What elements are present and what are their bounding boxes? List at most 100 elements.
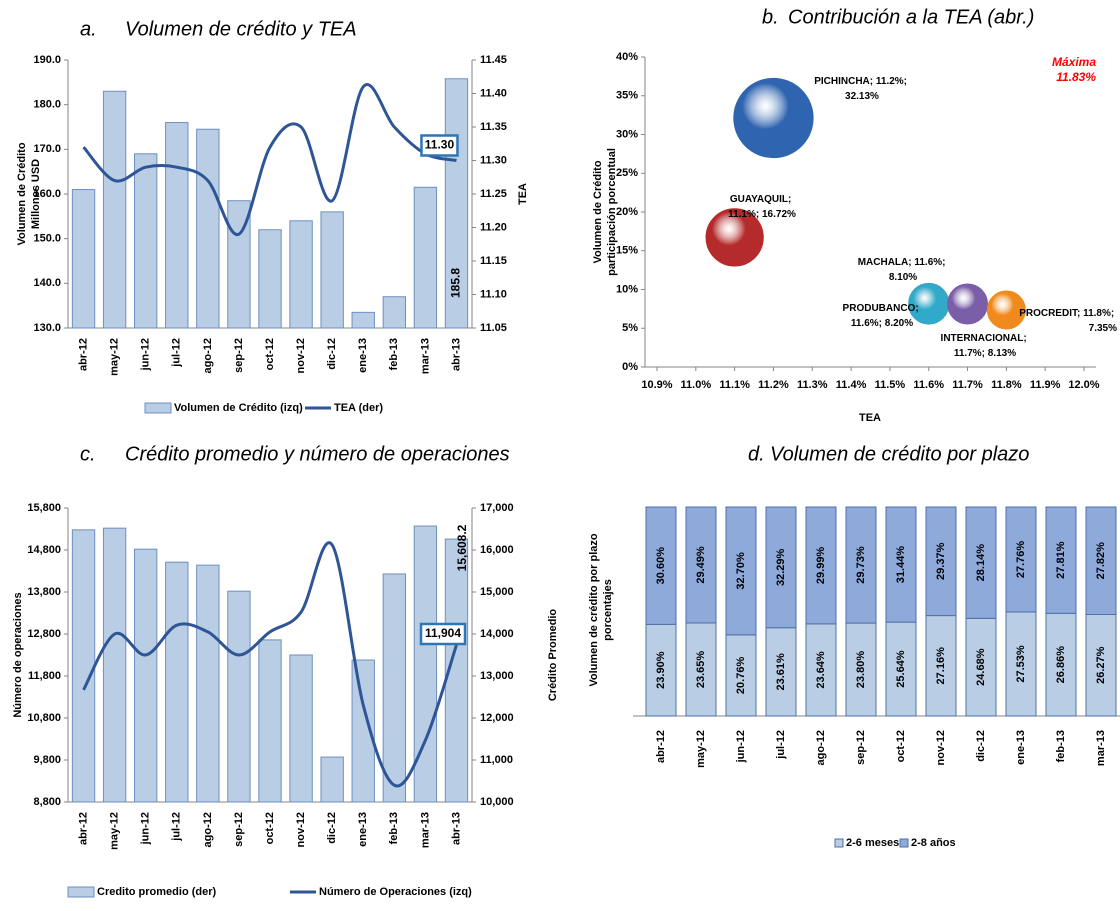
x-tick-label: sep-12 (855, 730, 867, 765)
bubble (947, 283, 989, 325)
x-tick-label: dic-12 (326, 812, 338, 844)
bar-segment (805, 506, 837, 625)
bar (134, 153, 158, 329)
y-tick-label: 14,800 (27, 544, 61, 556)
x-tick-label: 11.2% (758, 379, 789, 391)
value-label: 28.14% (975, 544, 987, 582)
line (82, 83, 457, 236)
x-tick-label: may-12 (695, 730, 707, 768)
y-axis-title: participación porcentual (606, 148, 618, 276)
value-label: 26.27% (1095, 646, 1107, 684)
bar (382, 573, 406, 803)
x-tick-label: nov-12 (935, 730, 947, 765)
y-tick-label: 160.0 (33, 188, 61, 200)
x-tick-label: abr-13 (450, 812, 462, 845)
value-label: 27.76% (1015, 541, 1027, 579)
legend-label: Volumen de Crédito (izq) (174, 402, 303, 414)
y2-tick-label: 11.30 (480, 154, 507, 166)
y-tick-label: 5% (622, 322, 638, 334)
y2-tick-label: 11.40 (480, 87, 507, 99)
x-tick-label: oct-12 (264, 812, 276, 844)
value-label: 29.99% (815, 547, 827, 585)
chart-title: Volumen de crédito y TEA (125, 18, 357, 40)
bar-segment (1005, 506, 1037, 613)
y-tick-label: 30% (616, 128, 638, 140)
bubble-label: PRODUBANCO; 11.6%; 8.20% (843, 303, 922, 329)
x-tick-label: jul-12 (775, 730, 787, 760)
bubble (705, 208, 764, 267)
y-tick-label: 150.0 (33, 233, 61, 245)
annotation: 15,608.2 (455, 524, 469, 571)
y2-tick-label: 11.10 (480, 288, 507, 300)
bar (289, 220, 313, 329)
x-tick-label: jun-12 (735, 730, 747, 763)
bar (351, 311, 375, 329)
bar-segment (885, 506, 917, 623)
value-label: 31.44% (895, 546, 907, 584)
legend-label: 2-8 años (911, 837, 956, 849)
value-label: 23.61% (775, 653, 787, 691)
y2-tick-label: 11.45 (480, 54, 507, 66)
bar-segment (925, 615, 957, 717)
value-label-box (420, 134, 459, 157)
y2-tick-label: 11.15 (480, 255, 507, 267)
y2-tick-label: 15,000 (480, 586, 514, 598)
x-tick-label: abr-12 (77, 338, 89, 371)
x-tick-label: 10.9% (641, 379, 672, 391)
x-tick-label: mar-13 (419, 338, 431, 374)
y-tick-label: 8,800 (33, 796, 61, 808)
y-tick-label: 10% (616, 283, 638, 295)
bar-segment (765, 627, 797, 717)
bar (102, 90, 127, 329)
y2-axis-title: TEA (517, 183, 529, 205)
legend-label: Número de Operaciones (izq) (319, 886, 472, 898)
legend-swatch (67, 886, 95, 898)
y2-tick-label: 11.05 (480, 322, 507, 334)
x-tick-label: sep-12 (233, 338, 245, 373)
y-axis-title: Millones USD (30, 159, 42, 229)
x-tick-label: ago-12 (202, 812, 214, 847)
bubble-label: MACHALA; 11.6%; 8.10% (858, 257, 949, 283)
bar (71, 529, 96, 803)
bar (382, 296, 406, 329)
bubble-label: GUAYAQUIL; 11.1%; 16.72% (728, 194, 796, 220)
bar-segment (765, 506, 797, 629)
value-label: 30.60% (655, 547, 667, 585)
y-tick-label: 9,800 (33, 754, 61, 766)
bar-segment (725, 506, 757, 636)
bar (196, 128, 220, 329)
bar-segment (1045, 612, 1077, 717)
bar-segment (845, 506, 877, 624)
value-label: 23.80% (855, 651, 867, 689)
x-tick-label: feb-13 (1055, 730, 1067, 762)
value-label: 23.64% (815, 651, 827, 689)
chart-title: Volumen de crédito por plazo (770, 443, 1029, 465)
bubble (986, 290, 1026, 330)
y-axis-title: Volumen de Crédito (592, 160, 604, 263)
bubble-label: PROCREDIT; 11.8%; 7.35% (1019, 308, 1117, 334)
x-tick-label: 11.9% (1030, 379, 1061, 391)
y-tick-label: 11,800 (28, 670, 61, 682)
x-tick-label: abr-12 (77, 812, 89, 845)
x-tick-label: ene-13 (357, 812, 369, 847)
chart-label: d. (748, 443, 765, 465)
y-tick-label: 12,800 (27, 628, 61, 640)
value-label: 29.73% (855, 546, 867, 584)
legend-swatch (144, 402, 172, 414)
bar (351, 659, 375, 803)
x-tick-label: jul-12 (171, 812, 183, 842)
bar-segment (1045, 506, 1077, 614)
x-tick-label: ene-13 (357, 338, 369, 373)
y-axis-title: Volumen de Crédito (16, 142, 28, 245)
value-label: 32.29% (775, 548, 787, 586)
y-tick-label: 10,800 (27, 712, 61, 724)
bar (444, 538, 469, 803)
legend-label: Credito promedio (der) (97, 886, 217, 898)
x-tick-label: oct-12 (895, 730, 907, 762)
value-label: 27.53% (1015, 645, 1027, 683)
chart-label: b. (762, 6, 779, 28)
y-tick-label: 190.0 (33, 54, 61, 66)
y-tick-label: 15,800 (27, 502, 61, 514)
bar (71, 189, 96, 329)
annotation-box (419, 622, 467, 646)
